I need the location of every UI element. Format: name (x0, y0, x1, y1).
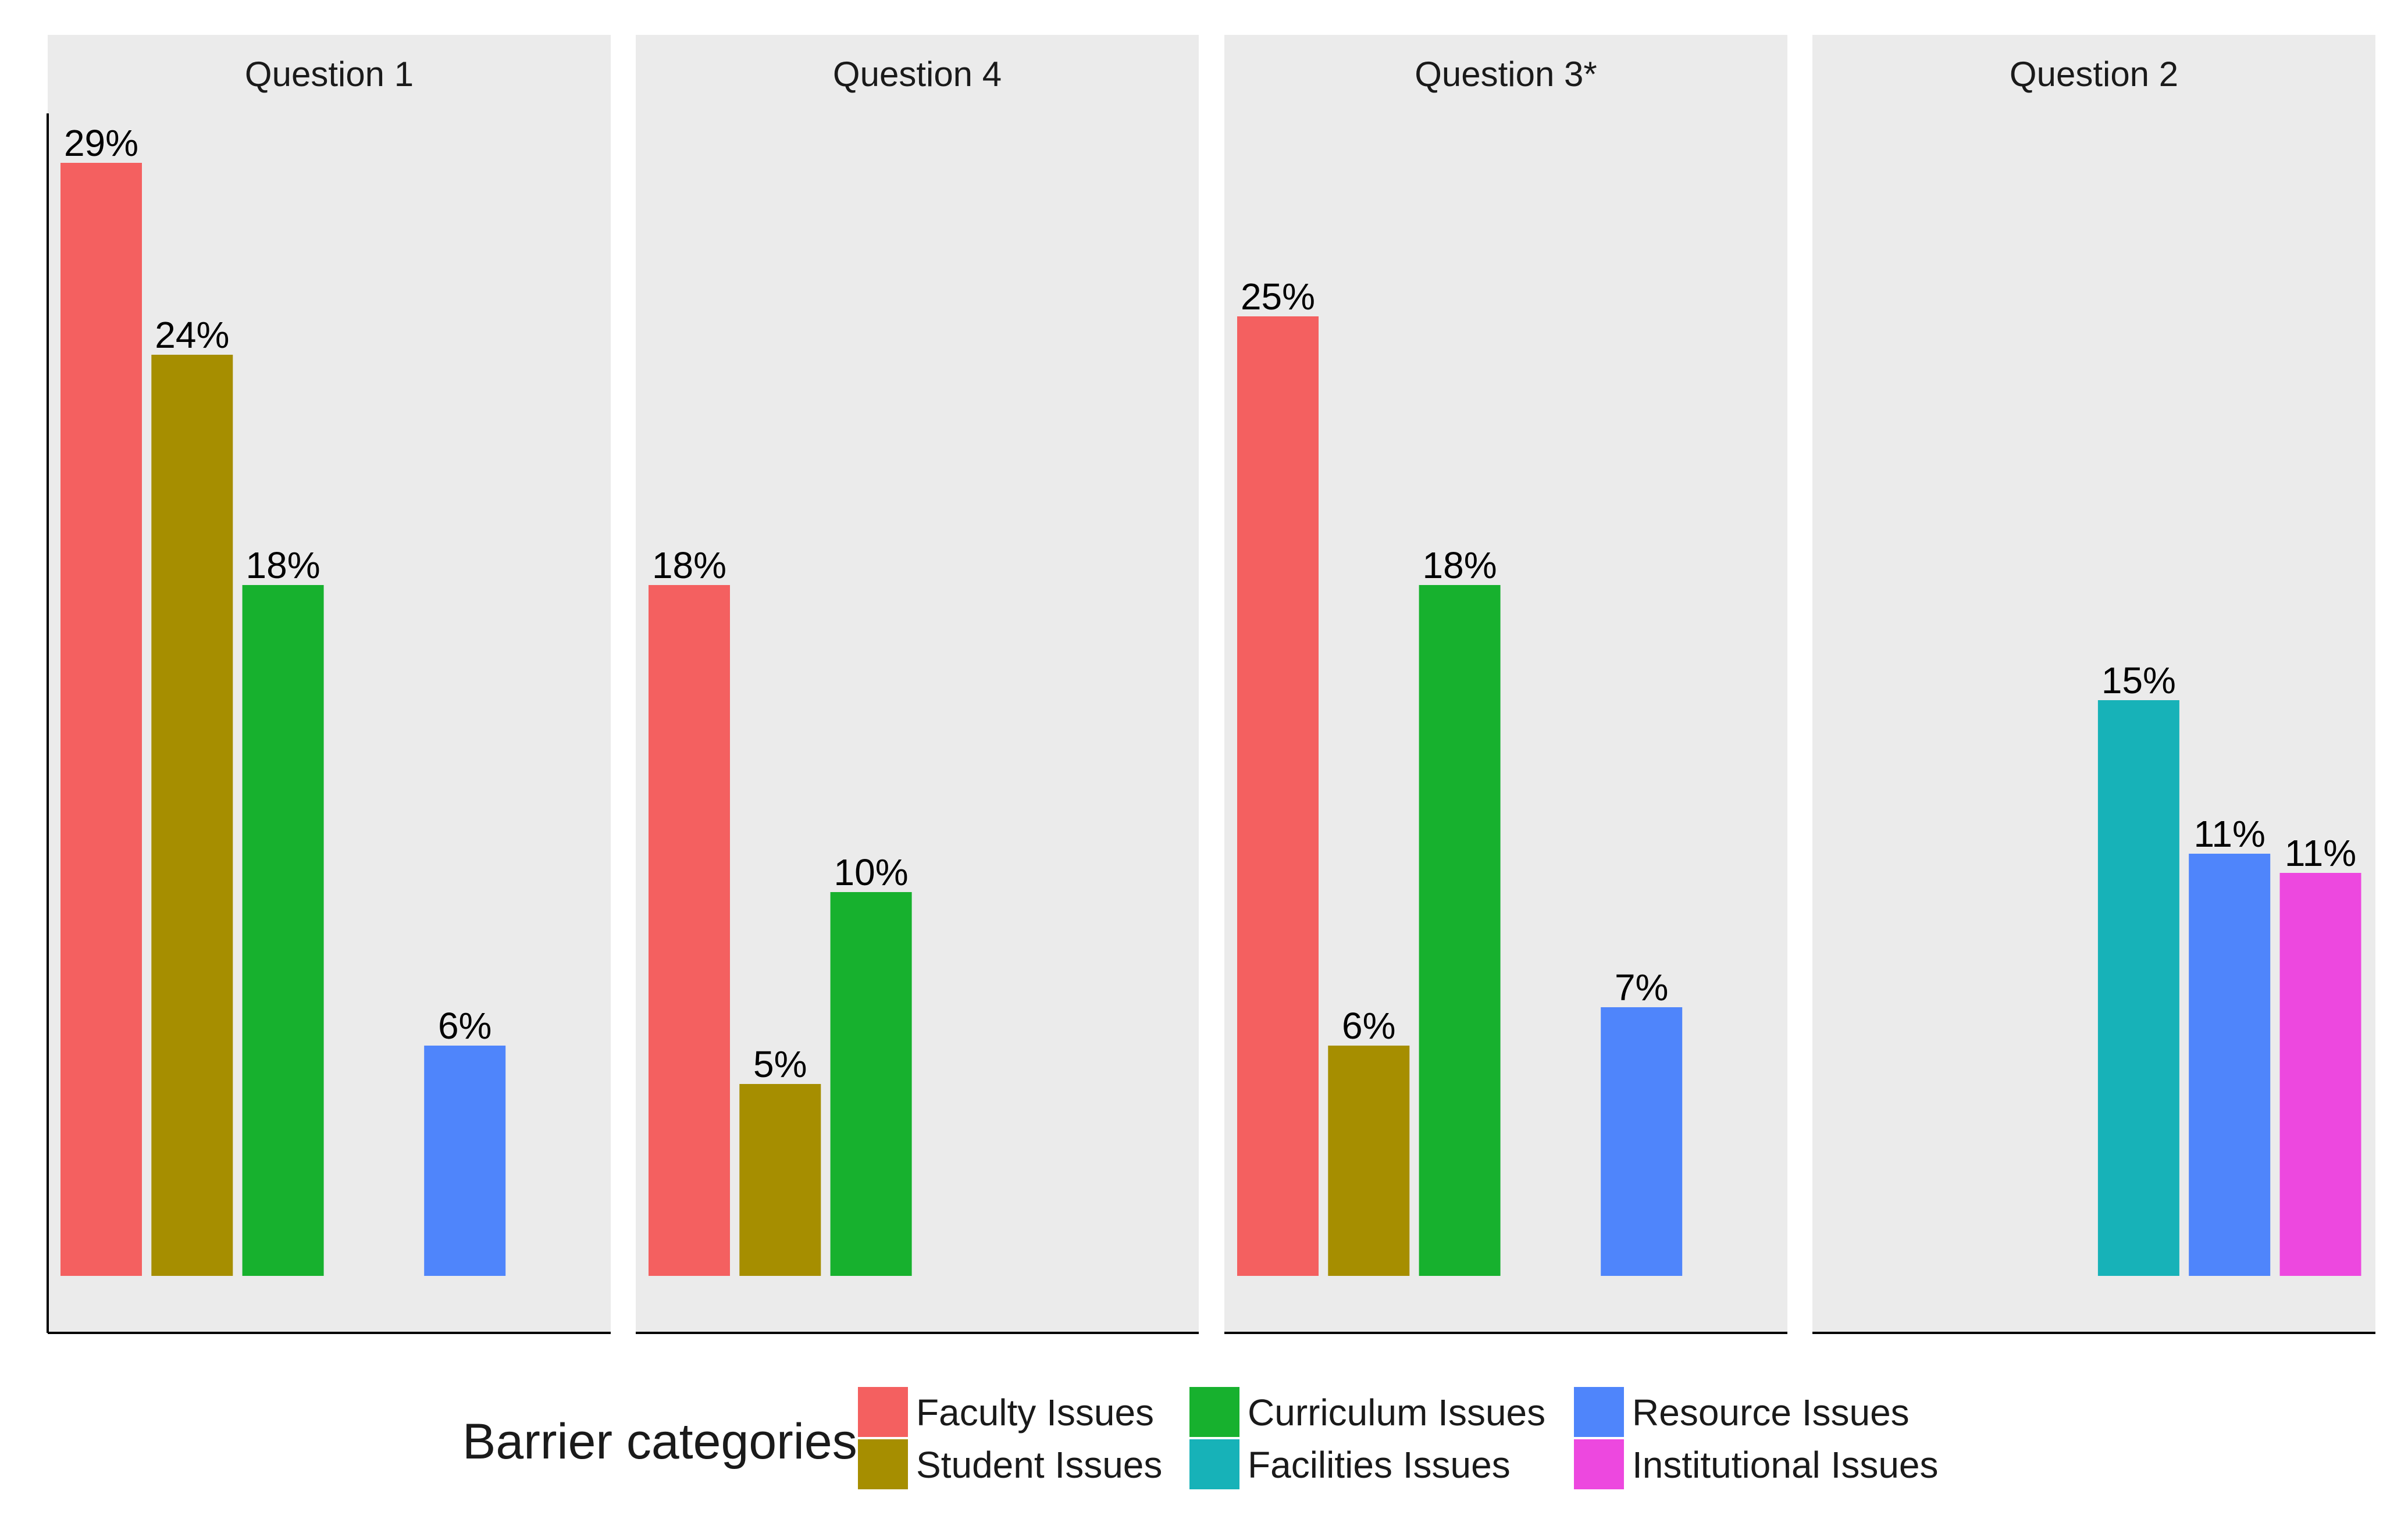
bar-value-label: 18% (246, 544, 320, 586)
bar-facilities-issues (2097, 700, 2179, 1276)
bar-value-label: 18% (1423, 544, 1497, 586)
legend-swatch (1574, 1439, 1624, 1489)
facet-panel-question-2: Question 2 15% 11% 11% (1812, 35, 2375, 1334)
legend-label: Resource Issues (1632, 1392, 1910, 1433)
bar-value-label: 18% (652, 544, 726, 586)
legend-title: Barrier categories (462, 1414, 857, 1470)
facet-panels: Question 129%24%18%6%Question 418%5%10%Q… (47, 35, 2375, 1334)
legend-swatch (1574, 1387, 1624, 1437)
bar-value-label: 7% (1615, 967, 1669, 1008)
facet-title: Question 3* (1415, 55, 1597, 94)
bar-resource-issues (1601, 1007, 1683, 1276)
facet-title: Question 4 (833, 55, 1002, 94)
legend-item-facilities-issues: Facilities Issues (1189, 1439, 1511, 1489)
legend: Barrier categories Faculty Issues Curricul… (462, 1387, 1939, 1489)
bar-value-label: 11% (2285, 832, 2356, 874)
legend-label: Student Issues (916, 1444, 1162, 1486)
facet-panel-question-1: Question 1 29% 24% 18% 6% (48, 35, 611, 1334)
bar-value-label: 5% (753, 1043, 807, 1085)
facet-title: Question 2 (2010, 55, 2178, 94)
bar-curriculum-issues (242, 585, 324, 1276)
bar-value-label: 10% (834, 851, 909, 893)
legend-item-student-issues: Student Issues (858, 1439, 1162, 1489)
bar-student-issues (739, 1084, 821, 1276)
bar-value-label: 25% (1241, 276, 1315, 318)
legend-item-institutional-issues: Institutional Issues (1574, 1439, 1939, 1489)
bar-resource-issues (424, 1046, 506, 1276)
bar-student-issues (1328, 1046, 1410, 1276)
bar-value-label: 29% (64, 122, 138, 164)
legend-item-curriculum-issues: Curriculum Issues (1189, 1387, 1545, 1437)
bar-student-issues (151, 355, 233, 1276)
legend-item-faculty-issues: Faculty Issues (858, 1387, 1154, 1437)
bar-faculty-issues (1237, 316, 1319, 1276)
bar-institutional-issues (2279, 873, 2361, 1276)
legend-swatch (858, 1439, 908, 1489)
bar-value-label: 6% (1342, 1005, 1396, 1047)
bar-value-label: 15% (2101, 659, 2176, 701)
bar-value-label: 24% (155, 314, 229, 356)
facet-panel-question-3: Question 3* 25% 6% 18% 7% (1224, 35, 1787, 1334)
facet-panel-question-4: Question 4 18% 5% 10% (636, 35, 1199, 1334)
facet-title: Question 1 (245, 55, 414, 94)
legend-label: Faculty Issues (916, 1392, 1154, 1433)
bar-faculty-issues (649, 585, 730, 1276)
legend-label: Curriculum Issues (1248, 1392, 1545, 1433)
legend-label: Facilities Issues (1248, 1444, 1511, 1486)
legend-label: Institutional Issues (1632, 1444, 1939, 1486)
legend-swatch (858, 1387, 908, 1437)
bar-curriculum-issues (1419, 585, 1501, 1276)
bar-faculty-issues (60, 163, 142, 1276)
bar-value-label: 6% (438, 1005, 492, 1047)
legend-item-resource-issues: Resource Issues (1574, 1387, 1910, 1437)
bar-value-label: 11% (2194, 813, 2265, 855)
legend-swatch (1189, 1439, 1239, 1489)
legend-swatch (1189, 1387, 1239, 1437)
bar-curriculum-issues (830, 892, 912, 1276)
bar-resource-issues (2189, 854, 2271, 1276)
